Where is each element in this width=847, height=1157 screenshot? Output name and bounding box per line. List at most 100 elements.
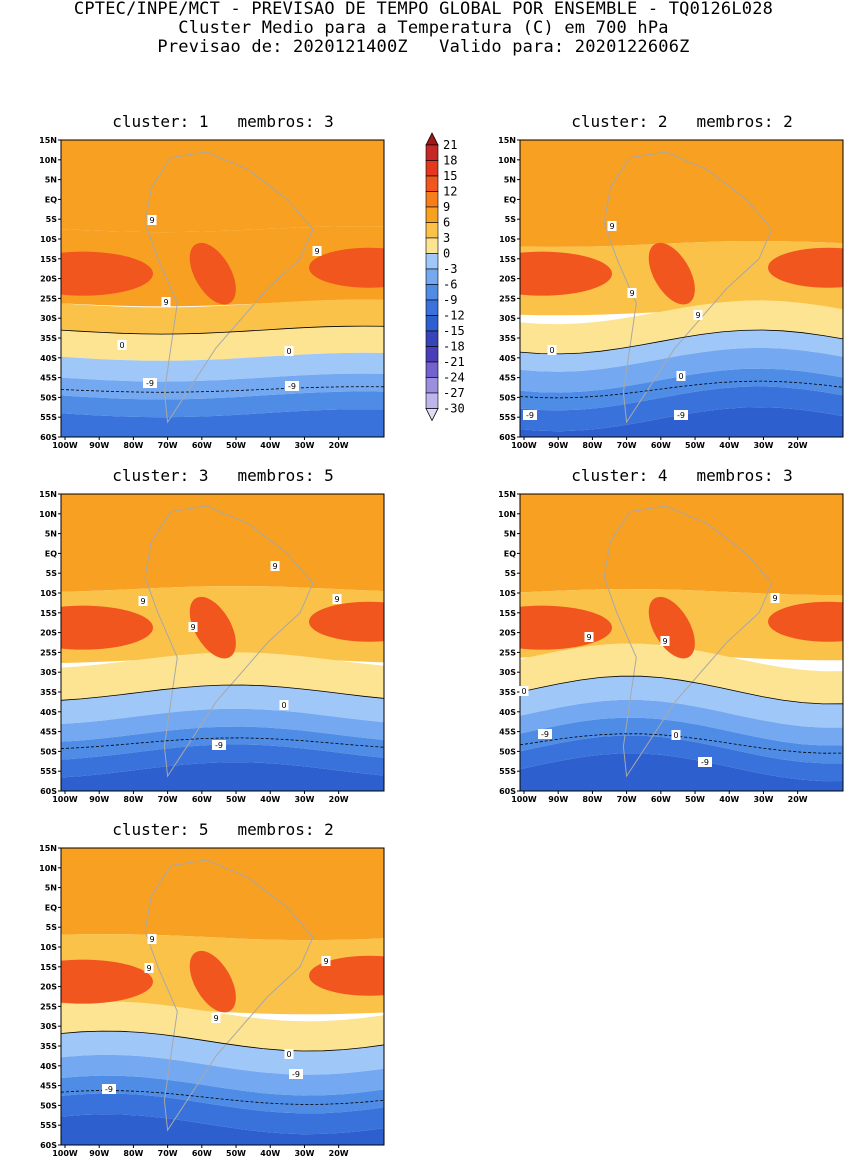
contour-label: 0 bbox=[286, 347, 291, 356]
temperature-band bbox=[61, 326, 384, 361]
continent-outline bbox=[603, 505, 773, 778]
lon-tick-label: 50W bbox=[685, 795, 705, 804]
colorbar-segment bbox=[425, 361, 439, 378]
temperature-band bbox=[520, 386, 843, 432]
contour-label-box bbox=[289, 1069, 303, 1079]
colorbar-segment bbox=[425, 175, 439, 192]
contour-label: 9 bbox=[213, 1014, 218, 1023]
temperature-band bbox=[520, 347, 843, 393]
panel-1-title: cluster: 1 membros: 3 bbox=[112, 112, 334, 131]
lon-tick-label: 60W bbox=[192, 1149, 212, 1157]
lat-tick-label: 5N bbox=[45, 884, 57, 893]
lon-tick-label: 60W bbox=[192, 795, 212, 804]
lat-tick-label: 45S bbox=[40, 1082, 57, 1091]
contour-label-box bbox=[161, 297, 171, 307]
lon-tick-label: 20W bbox=[329, 1149, 349, 1157]
contour-zero bbox=[520, 329, 843, 355]
lat-tick-label: 20S bbox=[40, 983, 57, 992]
temperature-field bbox=[61, 848, 384, 1145]
contour-label-box bbox=[147, 934, 157, 944]
lat-tick-label: 35S bbox=[40, 334, 57, 343]
contour-label-box bbox=[212, 740, 226, 750]
lon-tick-label: 70W bbox=[617, 441, 637, 450]
lat-tick-label: 25S bbox=[499, 648, 516, 657]
lat-tick-label: 10S bbox=[499, 235, 516, 244]
contour-label: -9 bbox=[541, 730, 549, 739]
colorbar-label: -18 bbox=[443, 340, 465, 354]
warm-region bbox=[648, 596, 695, 659]
lon-tick-label: 40W bbox=[260, 795, 280, 804]
warm-region bbox=[520, 251, 612, 296]
contour-label-box bbox=[607, 221, 617, 231]
contour-label: 9 bbox=[586, 633, 591, 642]
contour-label: -9 bbox=[105, 1085, 113, 1094]
temperature-field bbox=[520, 494, 843, 791]
temperature-field bbox=[61, 140, 384, 437]
contour-label: -9 bbox=[701, 758, 709, 767]
lat-tick-label: 5S bbox=[46, 215, 58, 224]
temperature-band bbox=[520, 300, 843, 354]
temperature-band bbox=[61, 652, 384, 701]
lon-tick-label: 60W bbox=[651, 441, 671, 450]
lat-tick-label: 40S bbox=[499, 354, 516, 363]
contour-label-box bbox=[285, 381, 299, 391]
contour-label: 9 bbox=[140, 597, 145, 606]
continent-outline bbox=[144, 151, 314, 424]
temperature-band bbox=[61, 1093, 384, 1135]
lat-tick-label: 35S bbox=[499, 334, 516, 343]
lon-tick-label: 70W bbox=[158, 1149, 178, 1157]
colorbar-segment bbox=[425, 160, 439, 177]
lat-tick-label: 35S bbox=[40, 688, 57, 697]
contour-label-box bbox=[627, 288, 637, 298]
lon-tick-label: 40W bbox=[719, 795, 739, 804]
lat-tick-label: 5S bbox=[505, 569, 517, 578]
lat-tick-label: 5S bbox=[46, 923, 58, 932]
contour-label: -9 bbox=[146, 379, 154, 388]
panel-4-title: cluster: 4 membros: 3 bbox=[571, 466, 793, 485]
contour-label-box bbox=[117, 340, 127, 350]
colorbar-segment bbox=[425, 330, 439, 347]
contour-label-box bbox=[144, 963, 154, 973]
lat-tick-label: 15S bbox=[40, 255, 57, 264]
temperature-band bbox=[61, 708, 384, 742]
temperature-band bbox=[61, 391, 384, 418]
colorbar-label: 6 bbox=[443, 216, 450, 230]
temperature-band bbox=[61, 299, 384, 335]
contour-label-box bbox=[321, 956, 331, 966]
lat-tick-label: 15S bbox=[499, 609, 516, 618]
contour-label-box bbox=[698, 757, 712, 767]
contour-zero bbox=[61, 1030, 384, 1052]
lat-tick-label: 45S bbox=[499, 374, 516, 383]
warm-region bbox=[189, 950, 236, 1013]
temperature-band bbox=[520, 753, 843, 791]
temperature-band bbox=[61, 1001, 384, 1051]
contour-label: 9 bbox=[149, 216, 154, 225]
colorbar-label: 18 bbox=[443, 154, 457, 168]
lat-tick-label: 30S bbox=[40, 668, 57, 677]
lat-tick-label: 20S bbox=[40, 629, 57, 638]
lat-tick-label: EQ bbox=[504, 549, 516, 558]
contour-label-box bbox=[519, 686, 529, 696]
lat-tick-label: 50S bbox=[499, 393, 516, 402]
contour-label-box bbox=[332, 594, 342, 604]
colorbar-label: -9 bbox=[443, 293, 457, 307]
lat-tick-label: 25S bbox=[40, 294, 57, 303]
lat-tick-label: 15S bbox=[499, 255, 516, 264]
temperature-band bbox=[61, 1054, 384, 1096]
lon-tick-label: 30W bbox=[294, 795, 314, 804]
lat-tick-label: EQ bbox=[45, 903, 57, 912]
lat-tick-label: 10N bbox=[39, 156, 57, 165]
colorbar-label: -3 bbox=[443, 262, 457, 276]
colorbar-segment bbox=[425, 253, 439, 270]
temperature-band bbox=[61, 1114, 384, 1145]
lat-tick-label: 25S bbox=[40, 648, 57, 657]
warm-region bbox=[768, 247, 843, 288]
lon-tick-label: 80W bbox=[582, 795, 602, 804]
lon-tick-label: 90W bbox=[548, 441, 568, 450]
contour-label-box bbox=[270, 561, 280, 571]
panel-3-title: cluster: 3 membros: 5 bbox=[112, 466, 334, 485]
lat-tick-label: EQ bbox=[504, 195, 516, 204]
lat-tick-label: 10S bbox=[40, 943, 57, 952]
colorbar-segment bbox=[425, 284, 439, 301]
